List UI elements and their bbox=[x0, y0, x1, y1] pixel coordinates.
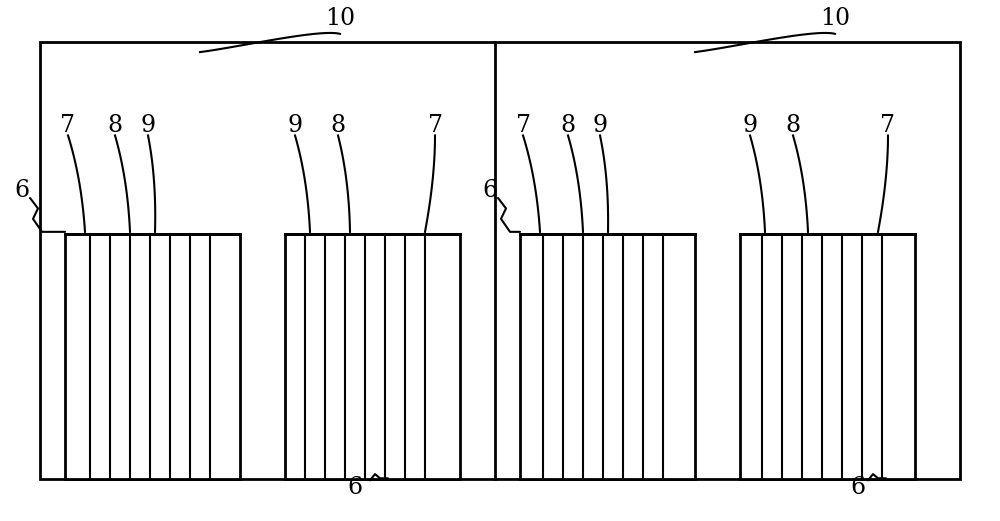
Text: 9: 9 bbox=[287, 114, 303, 137]
Text: 7: 7 bbox=[428, 114, 442, 137]
Text: 7: 7 bbox=[60, 114, 76, 137]
Text: 6: 6 bbox=[850, 476, 866, 499]
Text: 9: 9 bbox=[742, 114, 758, 137]
Text: 6: 6 bbox=[14, 179, 30, 202]
Text: 6: 6 bbox=[482, 179, 498, 202]
Text: 10: 10 bbox=[820, 7, 850, 30]
Text: 6: 6 bbox=[347, 476, 363, 499]
Bar bbox=[520, 234, 695, 479]
Text: 9: 9 bbox=[592, 114, 608, 137]
Text: 7: 7 bbox=[881, 114, 896, 137]
Text: 9: 9 bbox=[140, 114, 156, 137]
Text: 7: 7 bbox=[516, 114, 530, 137]
Text: 8: 8 bbox=[560, 114, 576, 137]
Text: 10: 10 bbox=[325, 7, 355, 30]
Bar bbox=[40, 42, 960, 479]
Bar bbox=[285, 234, 460, 479]
Bar bbox=[740, 234, 915, 479]
Text: 8: 8 bbox=[107, 114, 123, 137]
Text: 8: 8 bbox=[330, 114, 346, 137]
Text: 8: 8 bbox=[785, 114, 801, 137]
Bar bbox=[65, 234, 240, 479]
